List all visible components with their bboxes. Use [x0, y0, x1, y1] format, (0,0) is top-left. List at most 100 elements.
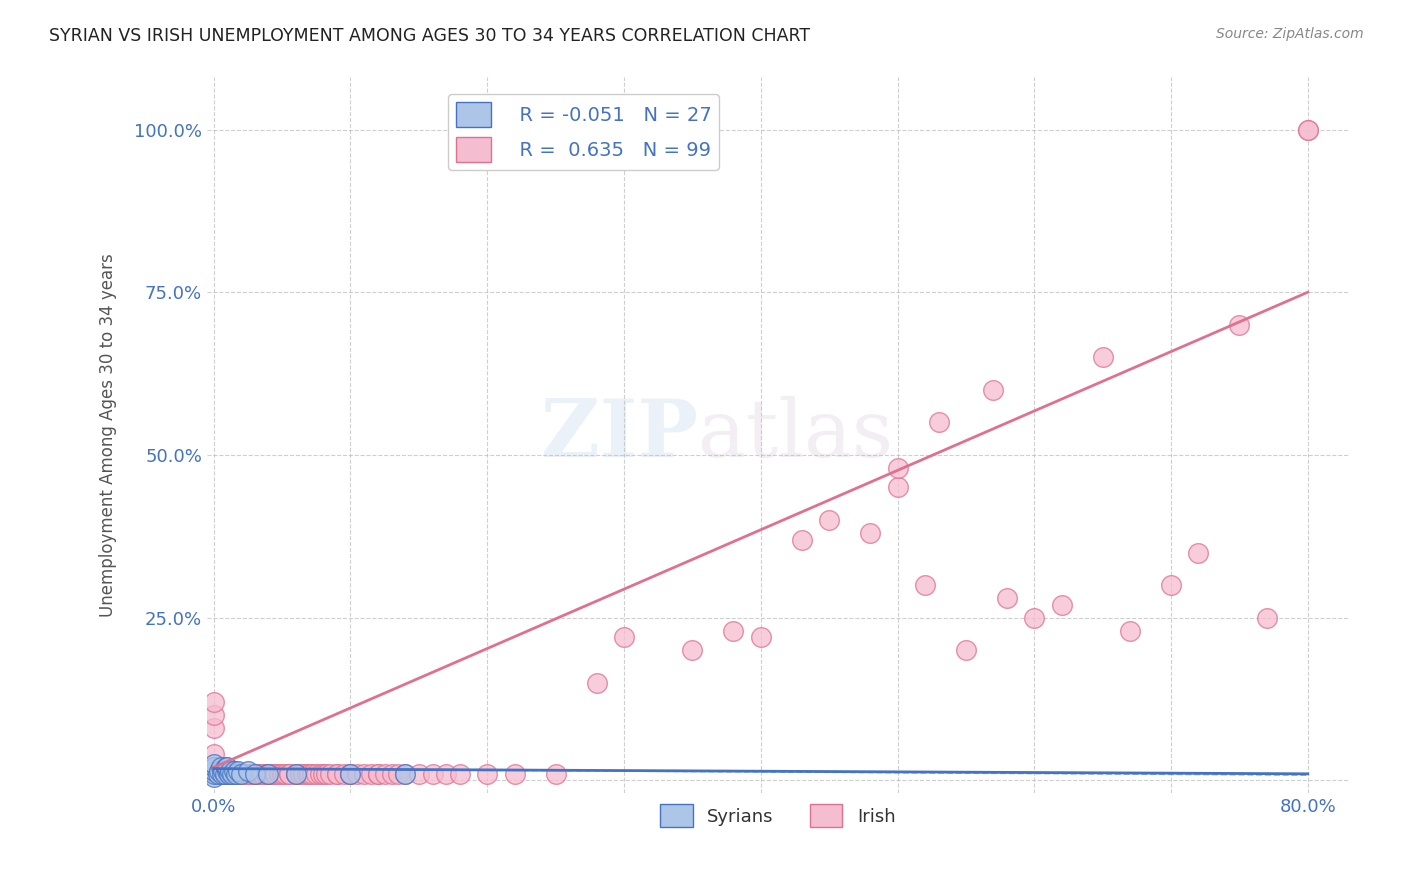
Point — [211, 767, 233, 781]
Point — [387, 767, 409, 781]
Point — [217, 764, 239, 778]
Point — [859, 526, 882, 541]
Point — [232, 767, 254, 781]
Point — [207, 767, 229, 781]
Point — [269, 767, 291, 781]
Point — [886, 480, 908, 494]
Point — [225, 767, 247, 781]
Y-axis label: Unemployment Among Ages 30 to 34 years: Unemployment Among Ages 30 to 34 years — [100, 253, 117, 617]
Point — [208, 767, 231, 781]
Point — [212, 767, 235, 781]
Point — [215, 767, 238, 781]
Point — [301, 767, 323, 781]
Point — [264, 767, 287, 781]
Point — [298, 767, 321, 781]
Point — [202, 770, 225, 784]
Point — [202, 760, 225, 774]
Legend: Syrians, Irish: Syrians, Irish — [652, 797, 903, 834]
Point — [1119, 624, 1142, 638]
Point — [224, 764, 246, 778]
Point — [1160, 578, 1182, 592]
Point — [305, 767, 328, 781]
Point — [211, 767, 233, 781]
Point — [240, 767, 263, 781]
Point — [284, 767, 307, 781]
Point — [202, 764, 225, 778]
Point — [214, 767, 236, 781]
Point — [1091, 351, 1114, 365]
Point — [332, 767, 354, 781]
Point — [367, 767, 389, 781]
Point — [295, 767, 318, 781]
Point — [212, 764, 235, 778]
Point — [681, 643, 703, 657]
Point — [360, 767, 382, 781]
Point — [236, 767, 259, 781]
Point — [271, 767, 294, 781]
Point — [229, 767, 252, 781]
Point — [236, 764, 259, 778]
Point — [353, 767, 375, 781]
Point — [723, 624, 745, 638]
Point — [217, 760, 239, 774]
Point — [339, 767, 361, 781]
Point — [202, 760, 225, 774]
Point — [217, 767, 239, 781]
Point — [981, 383, 1004, 397]
Point — [209, 760, 232, 774]
Point — [257, 767, 280, 781]
Point — [288, 767, 311, 781]
Point — [243, 767, 266, 781]
Point — [408, 767, 430, 781]
Point — [449, 767, 471, 781]
Point — [219, 767, 242, 781]
Point — [339, 767, 361, 781]
Point — [312, 767, 335, 781]
Point — [394, 767, 416, 781]
Point — [219, 764, 242, 778]
Point — [380, 767, 402, 781]
Point — [339, 767, 361, 781]
Text: Source: ZipAtlas.com: Source: ZipAtlas.com — [1216, 27, 1364, 41]
Point — [202, 747, 225, 762]
Point — [995, 591, 1018, 606]
Point — [544, 767, 567, 781]
Point — [278, 767, 301, 781]
Point — [243, 767, 266, 781]
Point — [228, 767, 250, 781]
Point — [224, 767, 246, 781]
Point — [274, 767, 297, 781]
Point — [422, 767, 444, 781]
Text: atlas: atlas — [697, 396, 893, 475]
Point — [955, 643, 977, 657]
Point — [1187, 545, 1209, 559]
Point — [613, 630, 636, 644]
Point — [1296, 122, 1319, 136]
Point — [1050, 598, 1073, 612]
Point — [374, 767, 396, 781]
Point — [1296, 122, 1319, 136]
Point — [208, 764, 231, 778]
Point — [209, 767, 232, 781]
Point — [228, 764, 250, 778]
Point — [202, 757, 225, 772]
Point — [434, 767, 457, 781]
Point — [346, 767, 368, 781]
Point — [221, 767, 243, 781]
Point — [326, 767, 349, 781]
Point — [250, 767, 273, 781]
Point — [790, 533, 813, 547]
Point — [319, 767, 342, 781]
Point — [221, 767, 243, 781]
Point — [749, 630, 772, 644]
Point — [309, 767, 332, 781]
Point — [585, 675, 607, 690]
Point — [886, 461, 908, 475]
Point — [291, 767, 314, 781]
Point — [202, 695, 225, 709]
Point — [315, 767, 337, 781]
Point — [202, 767, 225, 781]
Point — [229, 767, 252, 781]
Point — [243, 767, 266, 781]
Point — [257, 767, 280, 781]
